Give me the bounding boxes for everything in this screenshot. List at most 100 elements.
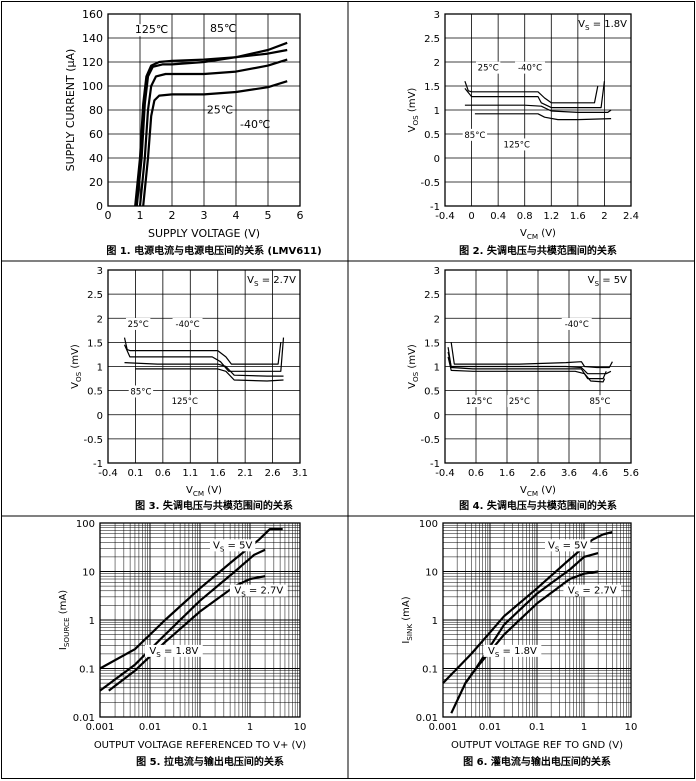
- x-tick-label: 2.6: [265, 468, 281, 479]
- x-tick-label: 0.4: [490, 211, 506, 222]
- condition-label-tail: = 1.8V: [590, 19, 628, 30]
- annotations: 25°C -40°C 85°C 125°C: [462, 61, 546, 151]
- chart-2: -0.4 0 0.4 0.8 1.2 1.6 2 2.4 -1 -0.5 0 0.5 1 1.5 2 2.5 3…: [407, 10, 639, 257]
- grid-lines: [107, 13, 301, 207]
- series-line: [450, 342, 613, 369]
- y-axis-label-tail: (mV): [407, 344, 418, 372]
- x-tick-label: 0.1: [529, 722, 545, 733]
- y-tick-label: 1.5: [424, 338, 440, 349]
- y-tick-label: 0: [434, 411, 440, 422]
- y-axis-label-tail: (mV): [407, 88, 418, 116]
- x-axis-label: VCM (V): [520, 485, 556, 498]
- x-tick-label: 1.6: [570, 211, 586, 222]
- x-tick-label: 0.01: [139, 722, 161, 733]
- annotation-label-sub: S: [241, 590, 246, 599]
- annotation-label-main: V: [568, 586, 575, 597]
- annotations: 25°C -40°C 85°C 125°C: [125, 317, 203, 408]
- x-axis-label-tail: (V): [204, 485, 222, 496]
- annotation-label: VS = 2.7V: [568, 586, 617, 599]
- annotation-label: 85℃: [210, 22, 236, 35]
- y-axis-label-main: I: [401, 641, 412, 644]
- plot-frame: [444, 13, 632, 207]
- annotation-label: -40℃: [240, 118, 270, 131]
- annotations: 125℃ 85℃ 25℃ -40℃: [135, 22, 270, 131]
- annotation-bg: [229, 584, 288, 597]
- x-tick-label: 1.6: [499, 468, 515, 479]
- x-axis-label: SUPPLY VOLTAGE (V): [148, 227, 260, 240]
- x-axis-label-main: V: [520, 228, 527, 239]
- annotation-bg: [144, 644, 203, 657]
- plot-frame: [444, 269, 632, 464]
- annotation-bg: [128, 385, 154, 398]
- figure-caption: 图 5. 拉电流与输出电压间的关系: [136, 755, 284, 768]
- x-tick-label: 3.6: [561, 468, 577, 479]
- x-tick-label: 0.001: [86, 722, 115, 733]
- annotation-bg: [501, 138, 532, 151]
- chart-3: -0.4 0.1 0.6 1.1 1.6 2.1 2.6 3.1 -1 -0.5 0 0.5 1 1.5 2…: [70, 266, 308, 512]
- x-axis-label: OUTPUT VOLTAGE REF TO GND (V): [451, 740, 623, 751]
- x-tick-label: 10: [625, 722, 638, 733]
- y-tick-label: 140: [82, 32, 103, 45]
- tick-labels: -0.4 0 0.4 0.8 1.2 1.6 2 2.4 -1 -0.5 0 0.5 1 1.5 2 2.5 3: [420, 10, 638, 222]
- annotation-bg: [210, 104, 230, 117]
- annotation-label: 25°C: [509, 397, 530, 407]
- x-tick-label: 2.1: [237, 468, 253, 479]
- annotation-label: 25℃: [207, 104, 233, 117]
- y-tick-label: -1: [93, 459, 103, 470]
- series-line: [99, 548, 266, 692]
- x-axis-label: VCM (V): [186, 485, 222, 498]
- annotation-label-tail: = 1.8V: [161, 646, 199, 657]
- x-tick-label: 0.6: [155, 468, 171, 479]
- y-tick-label: 0: [434, 154, 440, 165]
- annotation-bg: [475, 61, 501, 74]
- x-axis-label: OUTPUT VOLTAGE REFERENCED TO V+ (V): [94, 740, 306, 751]
- y-tick-label: 0.5: [87, 387, 103, 398]
- y-tick-label: 120: [82, 56, 103, 69]
- x-tick-label: 0: [105, 209, 112, 222]
- series-line: [464, 81, 605, 109]
- y-tick-label: 0.01: [416, 713, 438, 724]
- grid-lines: [107, 269, 301, 464]
- y-tick-label: 3: [97, 266, 103, 277]
- annotation-bg: [464, 395, 495, 408]
- annotation-label-main: V: [213, 540, 220, 551]
- condition-label-tail: = 5V: [599, 275, 627, 286]
- x-tick-label: 0: [468, 211, 474, 222]
- annotation-bg: [213, 23, 233, 35]
- annotation-bg: [515, 61, 546, 74]
- x-axis-label-sub: CM: [527, 489, 538, 498]
- y-tick-label: 100: [82, 80, 103, 93]
- chart-4: -0.4 0.6 1.6 2.6 3.6 4.6 5.6 -1 -0.5 0 0.5 1 1.5 2 2.5…: [407, 266, 639, 512]
- y-axis-label-main: V: [407, 125, 418, 132]
- y-tick-label: 1: [89, 616, 95, 627]
- series-lines: [134, 41, 288, 207]
- annotation-label-sub: S: [555, 544, 560, 553]
- figure-caption: 图 1. 电源电流与电源电压间的关系 (LMV611): [106, 244, 321, 257]
- y-axis-label-tail: (mA): [401, 596, 412, 624]
- series-line: [135, 41, 288, 207]
- x-tick-label: 3.1: [292, 468, 308, 479]
- x-tick-label: 0.1: [192, 722, 208, 733]
- annotation-label: VS = 5V: [213, 540, 253, 553]
- annotation-bg: [243, 119, 268, 131]
- grid-lines: [442, 523, 631, 718]
- x-axis-label-sub: CM: [193, 489, 204, 498]
- x-tick-label: 2: [169, 209, 176, 222]
- annotation-label: 25°C: [478, 64, 499, 74]
- figure-caption: 图 6. 灌电流与输出电压间的关系: [463, 755, 611, 768]
- series-line: [123, 337, 282, 365]
- annotation-bg: [561, 317, 592, 330]
- annotation-label: VS = 2.7V: [234, 586, 283, 599]
- annotations: -40°C 125°C 25°C 85°C: [464, 317, 613, 408]
- x-axis-label-sub: CM: [527, 232, 538, 241]
- y-axis-label-tail: (mA): [58, 590, 69, 618]
- x-tick-label: -0.4: [98, 468, 118, 479]
- annotations: VS = 5V VS = 2.7V V S = 1.8V: [144, 539, 288, 659]
- y-tick-label: 0.1: [422, 665, 438, 676]
- annotation-label-sub: S: [495, 650, 500, 659]
- condition-label: VS = 2.7V: [247, 275, 296, 288]
